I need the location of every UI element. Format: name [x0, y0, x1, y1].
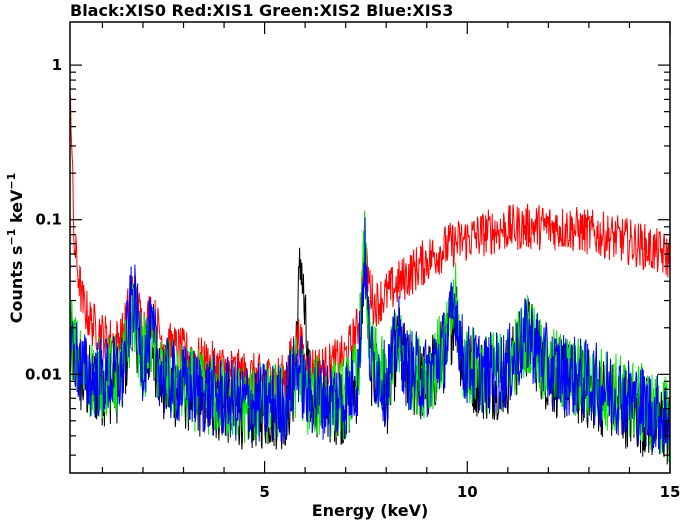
x-axis-label: Energy (keV) [312, 501, 429, 520]
chart-title: Black:XIS0 Red:XIS1 Green:XIS2 Blue:XIS3 [70, 1, 453, 20]
x-tick-label: 10 [457, 483, 478, 501]
axis-ticks: 5 10 15 0.01 0.1 1 [25, 22, 680, 501]
y-label-mid: keV [7, 189, 26, 229]
plot-frame [69, 21, 671, 474]
xis1-series-line [70, 91, 670, 403]
x-tick-label: 15 [660, 483, 681, 501]
xis2-series-line [70, 210, 670, 463]
y-tick-label: 0.1 [35, 211, 62, 229]
x-tick-label: 5 [259, 483, 269, 501]
y-label-exp1: −1 [5, 229, 18, 246]
y-label-exp2: −1 [5, 173, 18, 190]
y-tick-label: 0.01 [25, 365, 62, 383]
xis3-series-line [70, 217, 670, 456]
y-tick-label: 1 [52, 56, 62, 74]
y-axis-label: Counts s−1 keV−1 [5, 173, 26, 324]
plot-area [70, 91, 670, 465]
y-label-main: Counts s [7, 245, 26, 323]
